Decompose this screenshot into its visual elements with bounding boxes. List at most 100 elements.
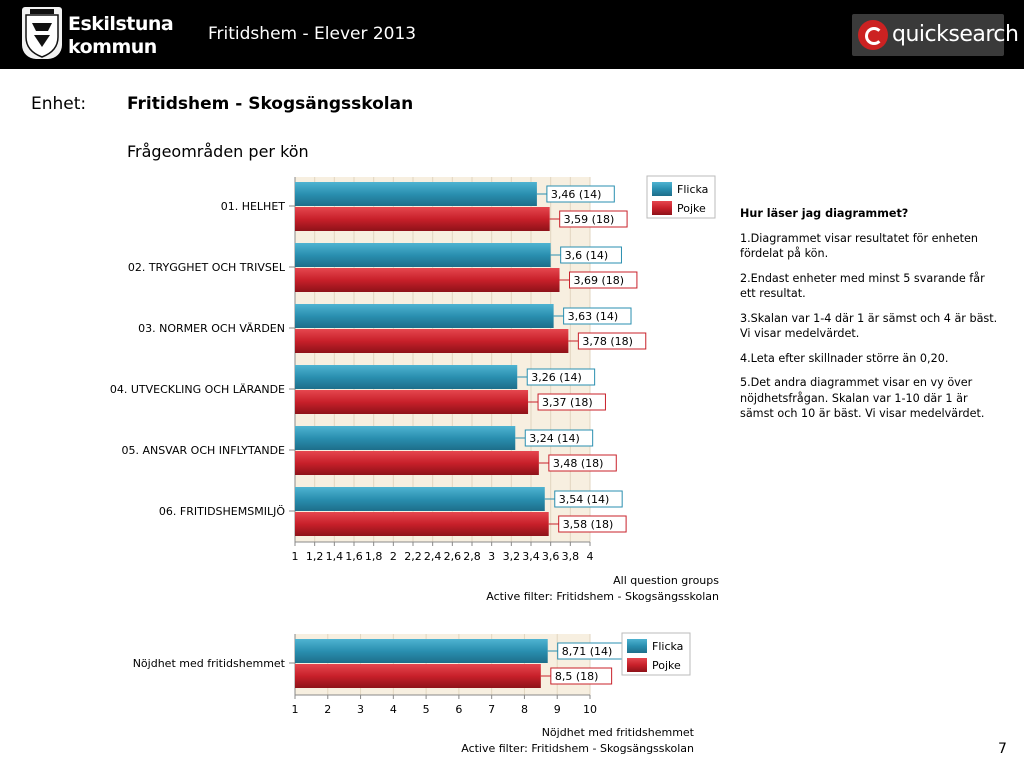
data-label: 3,26 (14)	[531, 371, 582, 384]
x-tick-label: 1,4	[326, 550, 344, 563]
x-tick-label: 3,6	[542, 550, 560, 563]
info-point: 2.Endast enheter med minst 5 svarande få…	[740, 271, 985, 301]
x-tick-label: 7	[488, 703, 495, 716]
data-label-box	[560, 246, 622, 264]
x-tick-label: 2,8	[463, 550, 481, 563]
bar-pojke	[295, 390, 529, 414]
eskilstuna-logo: Eskilstuna kommun	[20, 5, 174, 65]
x-tick-label: 8	[521, 703, 528, 716]
legend-swatch-flicka	[627, 639, 647, 653]
category-label: 06. FRITIDSHEMSMILJÖ	[159, 505, 285, 518]
category-label: Nöjdhet med fritidshemmet	[133, 657, 286, 670]
category-label: 04. UTVECKLING OCH LÄRANDE	[110, 383, 285, 396]
x-tick-label: 4	[390, 703, 397, 716]
data-label: 3,59 (18)	[564, 213, 615, 226]
header-title: Fritidshem - Elever 2013	[208, 24, 417, 44]
data-label-box	[563, 307, 632, 325]
data-label-box	[537, 393, 606, 411]
category-label: 05. ANSVAR OCH INFLYTANDE	[121, 444, 285, 457]
data-label: 3,54 (14)	[559, 493, 610, 506]
page-number: 7	[998, 741, 1007, 757]
bar-flicka	[295, 365, 518, 389]
unit-name: Fritidshem - Skogsängsskolan	[127, 94, 414, 114]
data-label: 3,37 (18)	[542, 396, 593, 409]
info-panel: Hur läser jag diagrammet? 1.Diagrammet v…	[740, 206, 998, 431]
x-tick-label: 2,4	[424, 550, 442, 563]
data-label: 3,46 (14)	[551, 188, 602, 201]
x-tick-label: 4	[587, 550, 594, 563]
data-label-box	[524, 429, 594, 447]
legend-label: Flicka	[652, 640, 683, 653]
x-tick-label: 1,6	[345, 550, 363, 563]
data-label-box	[558, 515, 627, 533]
unit-label: Enhet:	[31, 94, 87, 114]
data-label-box	[546, 185, 615, 203]
x-tick-label: 3,8	[562, 550, 580, 563]
chart-footer-filter: Active filter: Fritidshem - Skogsängssko…	[461, 742, 694, 755]
x-tick-label: 2,2	[404, 550, 422, 563]
chart-footer-title: Nöjdhet med fritidshemmet	[542, 726, 695, 739]
data-label-box	[554, 490, 623, 508]
x-tick-label: 1,2	[306, 550, 324, 563]
bar-pojke	[295, 451, 539, 475]
quicksearch-logo-text: quicksearch	[892, 22, 1019, 47]
x-tick-label: 3,2	[503, 550, 521, 563]
legend-swatch-pojke	[652, 201, 672, 215]
info-heading: Hur läser jag diagrammet?	[740, 207, 909, 220]
x-tick-label: 3	[488, 550, 495, 563]
data-label-box	[559, 210, 628, 228]
x-tick-label: 3	[357, 703, 364, 716]
x-tick-label: 2	[390, 550, 397, 563]
chart-footer-title: All question groups	[613, 574, 719, 587]
data-label: 3,69 (18)	[574, 274, 625, 287]
x-tick-label: 1	[292, 550, 299, 563]
bar-flicka	[295, 304, 554, 328]
chart-footer-filter: Active filter: Fritidshem - Skogsängssko…	[486, 590, 719, 603]
bar-pojke	[295, 664, 541, 688]
bar-flicka	[295, 487, 545, 511]
bar-pojke	[295, 268, 560, 292]
data-label: 3,78 (18)	[582, 335, 633, 348]
bar-pojke	[295, 207, 550, 231]
x-tick-label: 9	[554, 703, 561, 716]
x-tick-label: 1	[292, 703, 299, 716]
info-point: 5.Det andra diagrammet visar en vy över …	[740, 376, 985, 420]
bar-pojke	[295, 329, 569, 353]
legend-label: Pojke	[652, 659, 681, 672]
legend-swatch-pojke	[627, 658, 647, 672]
bar-flicka	[295, 243, 551, 267]
data-label: 8,71 (14)	[562, 645, 613, 658]
data-label: 3,58 (18)	[563, 518, 614, 531]
data-label: 3,48 (18)	[553, 457, 604, 470]
data-label: 3,24 (14)	[529, 432, 580, 445]
quicksearch-icon	[858, 20, 888, 50]
category-label: 02. TRYGGHET OCH TRIVSEL	[128, 261, 286, 274]
data-label-box	[569, 271, 638, 289]
x-tick-label: 2	[324, 703, 331, 716]
legend-label: Pojke	[677, 202, 706, 215]
data-label: 3,63 (14)	[568, 310, 619, 323]
header-bar: Eskilstuna kommun Fritidshem - Elever 20…	[0, 0, 1024, 69]
info-point: 1.Diagrammet visar resultatet för enhete…	[740, 231, 978, 261]
x-tick-label: 1,8	[365, 550, 383, 563]
bar-pojke	[295, 512, 549, 536]
data-label: 3,6 (14)	[565, 249, 609, 262]
bar-flicka	[295, 426, 516, 450]
category-label: 03. NORMER OCH VÄRDEN	[138, 322, 285, 335]
legend-swatch-flicka	[652, 182, 672, 196]
data-label-box	[526, 368, 596, 386]
crest-icon	[22, 7, 62, 59]
logo-text-line1: Eskilstuna	[68, 13, 174, 35]
info-point: 4.Leta efter skillnader större än 0,20.	[740, 351, 949, 365]
x-tick-label: 10	[583, 703, 597, 716]
info-point: 3.Skalan var 1-4 där 1 är sämst och 4 är…	[740, 311, 998, 341]
data-label: 8,5 (18)	[555, 670, 599, 683]
data-label-box	[550, 667, 613, 685]
x-tick-label: 6	[455, 703, 462, 716]
data-label-box	[577, 332, 647, 350]
section-title: Frågeområden per kön	[127, 142, 309, 161]
legend-label: Flicka	[677, 183, 708, 196]
bar-flicka	[295, 182, 537, 206]
plot-area	[295, 177, 590, 542]
bar-flicka	[295, 639, 548, 663]
